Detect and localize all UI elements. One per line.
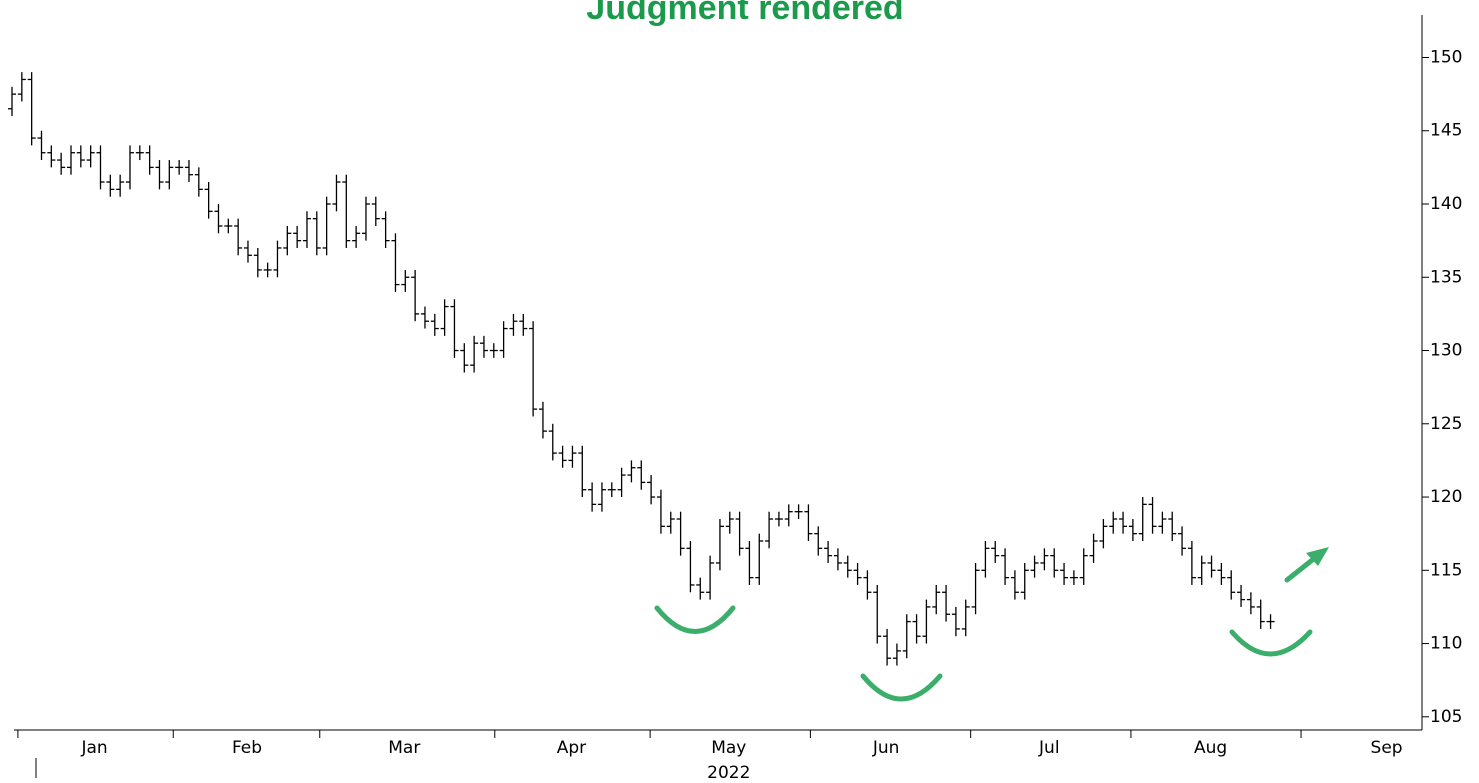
x-tick-label: Jun [872, 738, 900, 758]
x-tick-label: Aug [1194, 738, 1227, 758]
x-sublabel: 2022 [707, 763, 750, 783]
y-tick-label: 120 [1430, 487, 1462, 507]
y-tick-label: 140 [1430, 194, 1462, 214]
x-tick-label: Mar [388, 738, 420, 758]
y-tick-label: 135 [1430, 267, 1462, 287]
bottom-arc [860, 673, 943, 702]
y-tick-label: 125 [1430, 414, 1462, 434]
y-tick-label: 145 [1430, 121, 1462, 141]
x-tick-label: May [711, 738, 746, 758]
x-tick-label: Jan [80, 738, 107, 758]
x-tick-label: Apr [557, 738, 586, 758]
chart-title: Judgment rendered [586, 0, 903, 27]
x-tick-label: Sep [1371, 738, 1403, 758]
y-tick-label: 110 [1430, 634, 1462, 654]
y-tick-label: 115 [1430, 560, 1462, 580]
y-tick-label: 105 [1430, 707, 1462, 727]
x-tick-label: Feb [232, 738, 262, 758]
bottom-arc [1229, 629, 1313, 657]
arrow-head [1306, 547, 1329, 566]
y-tick-label: 150 [1430, 47, 1462, 67]
y-tick-label: 130 [1430, 341, 1462, 361]
arrow-shaft [1284, 554, 1319, 583]
x-tick-label: Jul [1038, 738, 1060, 758]
bottom-arc [654, 605, 736, 634]
